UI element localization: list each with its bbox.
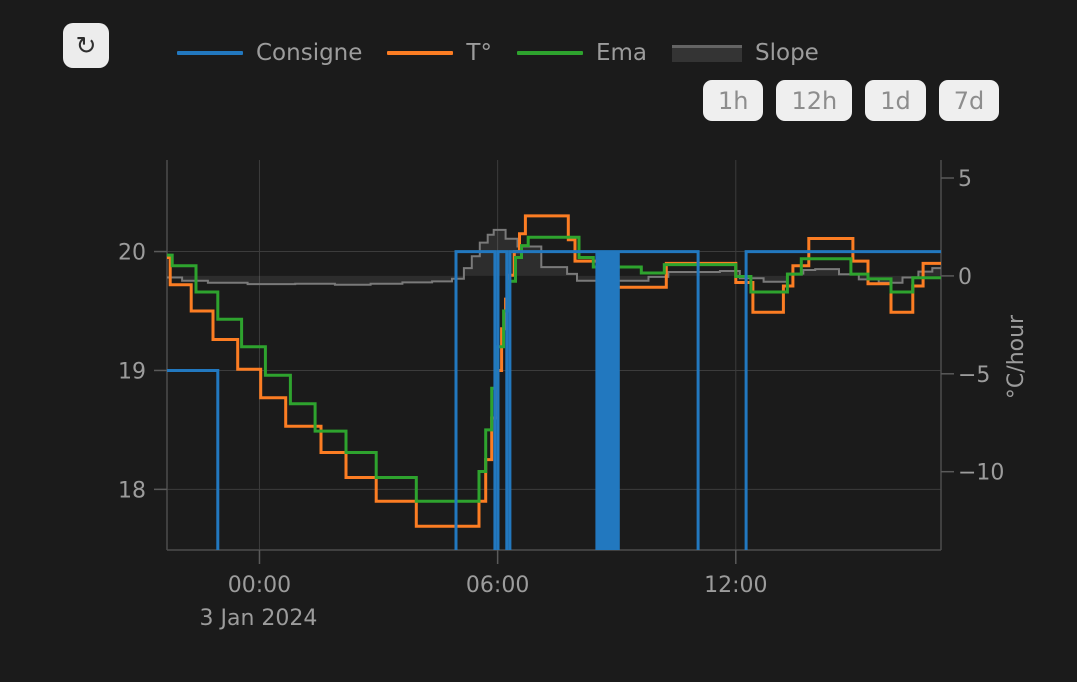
- y-right-axis-title: °C/hour: [1004, 314, 1029, 399]
- svg-text:19: 19: [118, 359, 146, 384]
- range-button-12h[interactable]: 12h: [776, 80, 853, 121]
- legend-item-slope[interactable]: Slope: [672, 40, 819, 66]
- refresh-button[interactable]: ↻: [63, 23, 109, 68]
- axis-lines: [166, 160, 942, 551]
- refresh-icon: ↻: [75, 31, 97, 60]
- svg-text:06:00: 06:00: [466, 573, 529, 598]
- svg-text:12:00: 12:00: [704, 573, 767, 598]
- svg-text:3 Jan 2024: 3 Jan 2024: [200, 606, 318, 631]
- svg-text:−10: −10: [958, 461, 1004, 486]
- series-slope-line: [167, 228, 941, 286]
- gridlines: [167, 160, 941, 550]
- legend-item-consigne[interactable]: Consigne: [177, 40, 362, 66]
- range-button-7d[interactable]: 7d: [938, 80, 1000, 121]
- legend-item-ema[interactable]: Ema: [516, 40, 648, 66]
- svg-text:0: 0: [958, 265, 972, 290]
- series-plot: [167, 214, 941, 550]
- range-button-1d[interactable]: 1d: [865, 80, 926, 121]
- svg-text:00:00: 00:00: [228, 573, 291, 598]
- range-selector: 1h 12h 1d 7d: [703, 80, 1000, 121]
- legend-label-slope: Slope: [755, 40, 819, 66]
- series-consigne: [167, 250, 941, 550]
- legend-item-temperature[interactable]: T°: [387, 40, 492, 66]
- range-button-1h[interactable]: 1h: [703, 80, 764, 121]
- legend-label-temperature: T°: [466, 40, 492, 66]
- svg-text:5: 5: [958, 167, 972, 192]
- svg-text:18: 18: [118, 478, 146, 503]
- svg-text:−5: −5: [958, 363, 990, 388]
- legend-label-consigne: Consigne: [256, 40, 363, 66]
- slope-area-swatch: [672, 44, 743, 62]
- ema-line-swatch: [516, 51, 583, 55]
- axis-labels: 20 19 18 5 0 −5 −10 00:00 06:00 12:00 3 Jan 2024 °C…: [118, 167, 1029, 631]
- legend-label-ema: Ema: [595, 40, 648, 66]
- consigne-line-swatch: [177, 51, 243, 55]
- series-t-: [167, 214, 941, 528]
- tick-marks: [154, 177, 954, 564]
- legend: Consigne T° Ema Slope: [177, 39, 844, 67]
- temperature-line-swatch: [387, 51, 454, 55]
- svg-text:20: 20: [118, 241, 146, 266]
